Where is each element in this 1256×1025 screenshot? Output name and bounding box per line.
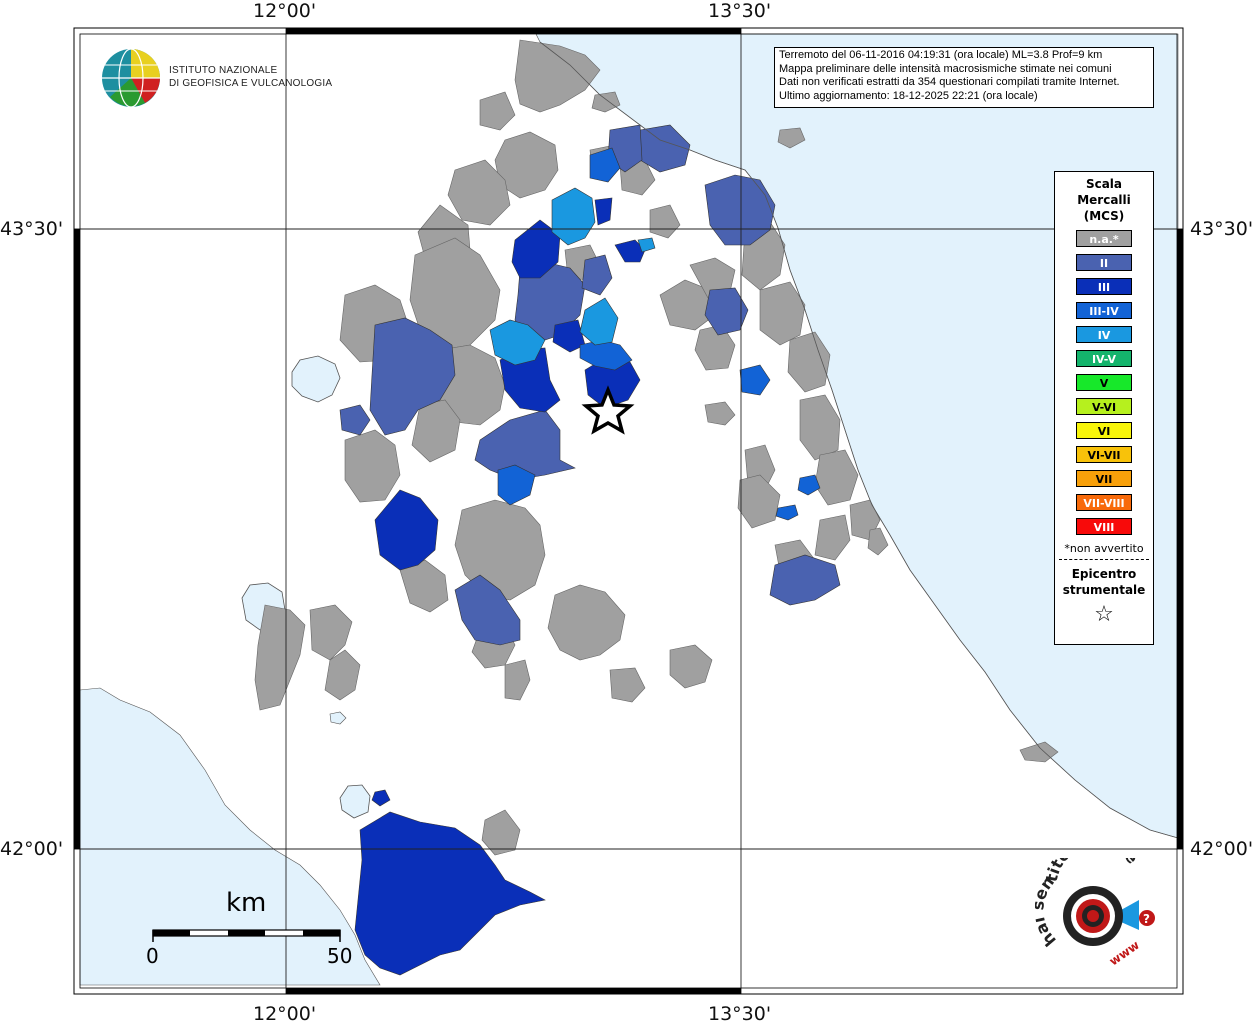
legend-swatch: IV <box>1076 326 1132 343</box>
scale-bar <box>152 929 341 942</box>
coord-bottom-13-30: 13°30' <box>708 1003 772 1025</box>
legend-note: *non avvertito <box>1064 542 1144 555</box>
lake-small-1 <box>329 711 347 725</box>
ingv-logo <box>100 47 320 109</box>
legend-swatch: VI-VII <box>1076 446 1132 463</box>
municipalities-na <box>254 39 1059 856</box>
legend-title-2: Mercalli <box>1077 193 1131 207</box>
scale-start: 0 <box>146 944 159 968</box>
info-line-3: Dati non verificati estratti da 354 ques… <box>779 76 1120 88</box>
legend-swatch: IV-V <box>1076 350 1132 367</box>
mcs-legend: Scala Mercalli (MCS) n.a.* II III III-IV IV I… <box>1054 171 1154 645</box>
coord-left-42: 42°00' <box>0 838 64 860</box>
info-line-2: Mappa preliminare delle intensità macros… <box>779 62 1112 75</box>
legend-swatch: V <box>1076 374 1132 391</box>
legend-swatch: VIII <box>1076 518 1132 535</box>
earthquake-info: Terremoto del 06-11-2016 04:19:31 (ora l… <box>774 47 1154 108</box>
legend-swatch: III-IV <box>1076 302 1132 319</box>
legend-title-3: (MCS) <box>1083 209 1125 223</box>
haisentito-logo-graphic: ? hai sentito il terremoto.it www <box>1027 831 1155 969</box>
coord-top-12: 12°00' <box>253 0 317 22</box>
info-line-4: Ultimo aggiornamento: 18-12-2025 22:21 (… <box>779 89 1038 102</box>
municipalities-iv <box>489 187 656 366</box>
institute-line-1: ISTITUTO NAZIONALE <box>169 65 278 76</box>
legend-items: n.a.* II III III-IV IV IV-V V V-VI VI VI-VII VII VI… <box>1055 230 1153 535</box>
legend-swatch: VII <box>1076 470 1132 487</box>
legend-swatch: n.a.* <box>1076 230 1132 247</box>
graticule <box>74 28 1183 994</box>
coord-top-13-30: 13°30' <box>708 0 772 22</box>
coord-right-42: 42°00' <box>1190 838 1254 860</box>
globe-icon <box>102 48 160 108</box>
coord-bottom-12: 12°00' <box>253 1003 317 1025</box>
legend-divider <box>1059 559 1149 560</box>
tyrrhenian-sea <box>79 687 381 986</box>
lake-bracciano <box>339 784 371 819</box>
legend-star-icon: ☆ <box>1094 602 1114 627</box>
legend-swatch: V-VI <box>1076 398 1132 415</box>
legend-title-1: Scala <box>1085 177 1123 191</box>
logo-www: www <box>1107 938 1142 969</box>
map-frame <box>73 27 1184 995</box>
scale-end: 50 <box>327 944 353 968</box>
coord-left-43-30: 43°30' <box>0 218 64 240</box>
adriatic-coastline <box>539 41 1179 839</box>
legend-swatch: II <box>1076 254 1132 271</box>
legend-swatch: VII-VIII <box>1076 494 1132 511</box>
coord-right-43-30: 43°30' <box>1190 218 1254 240</box>
institute-line-2: DI GEOFISICA E VULCANOLOGIA <box>169 78 333 89</box>
haisentito-logo: ? hai sentito il terremoto.it www <box>1027 831 1165 978</box>
lake-trasimeno <box>291 355 341 403</box>
legend-epicenter-2: strumentale <box>1062 583 1146 597</box>
scale-unit: km <box>226 888 267 918</box>
legend-epicenter-1: Epicentro <box>1071 567 1137 581</box>
municipalities-iii-iv <box>497 147 821 521</box>
epicenter-star <box>581 385 635 435</box>
legend-swatch: VI <box>1076 422 1132 439</box>
info-line-1: Terremoto del 06-11-2016 04:19:31 (ora l… <box>779 49 1103 61</box>
institute-name: ISTITUTO NAZIONALE DI GEOFISICA E VULCAN… <box>169 64 332 90</box>
legend-swatch: III <box>1076 278 1132 295</box>
svg-text:?: ? <box>1143 912 1150 926</box>
